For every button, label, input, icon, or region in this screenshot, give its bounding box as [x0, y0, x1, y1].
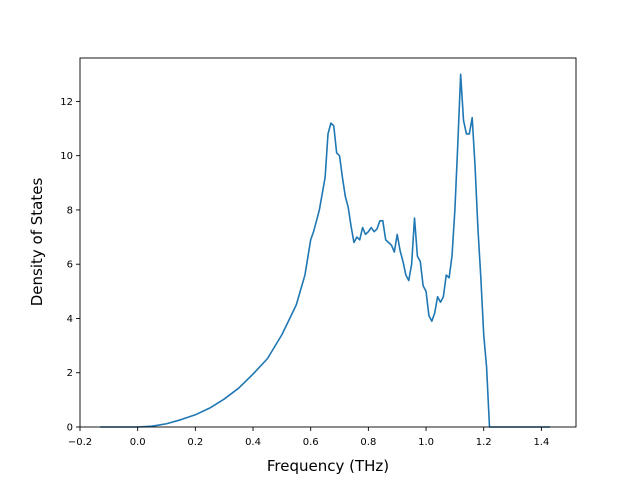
y-tick-label: 8 [67, 205, 73, 216]
plot-area [79, 57, 577, 428]
series-line-0 [100, 73, 551, 428]
x-axis-label: Frequency (THz) [267, 457, 389, 475]
y-axis-label: Density of States [28, 178, 46, 307]
x-tick-label: 0.6 [303, 437, 319, 448]
y-tick-label: 6 [67, 260, 73, 271]
x-axis-ticks: −0.2 0.0 0.2 0.4 0.6 0.8 1.0 1.2 1.4 [68, 427, 549, 448]
y-tick-label: 2 [67, 368, 73, 379]
x-tick-label: 1.0 [418, 437, 434, 448]
x-tick-label: 0.4 [245, 437, 261, 448]
y-tick-label: 10 [60, 151, 73, 162]
x-tick-label: 0.2 [187, 437, 203, 448]
y-tick-label: 4 [67, 314, 73, 325]
x-tick-label: 0.8 [360, 437, 376, 448]
y-axis-ticks: 0 2 4 6 8 10 12 [60, 97, 80, 434]
y-tick-label: 0 [67, 423, 73, 434]
axes-frame [79, 57, 577, 428]
y-tick-label: 12 [60, 97, 73, 108]
x-tick-label: 0.0 [130, 437, 146, 448]
x-tick-label: 1.4 [533, 437, 549, 448]
x-tick-label: −0.2 [68, 437, 92, 448]
x-tick-label: 1.2 [476, 437, 492, 448]
